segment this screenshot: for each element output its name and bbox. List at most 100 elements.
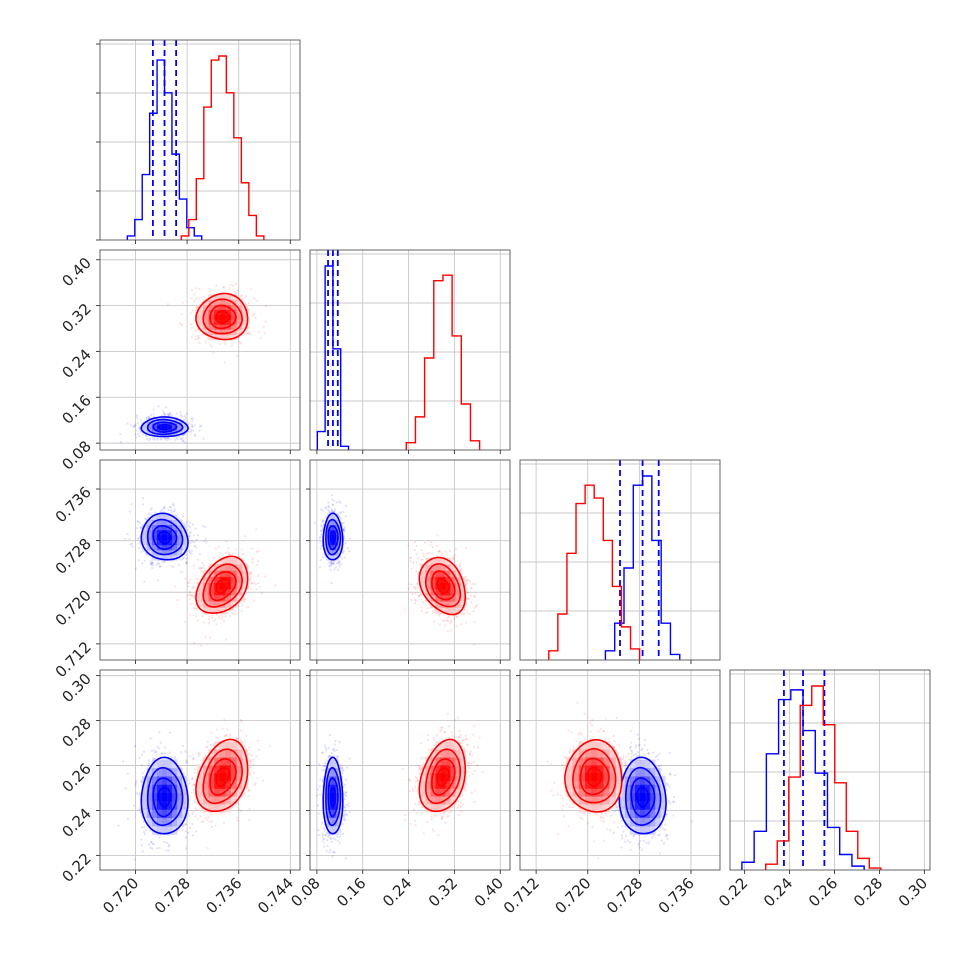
scatter-point: [342, 528, 346, 531]
scatter-point: [185, 412, 188, 415]
contours-series-0: [140, 512, 189, 561]
density-cell: [167, 550, 173, 556]
scatter-point: [222, 286, 226, 289]
scatter-point: [232, 608, 235, 611]
scatter-point: [153, 750, 157, 754]
density-cell: [151, 514, 158, 520]
density-cell: [425, 582, 431, 590]
scatter-point: [217, 545, 220, 549]
scatter-point: [184, 750, 187, 753]
scatter-point: [179, 322, 182, 325]
scatter-point: [157, 562, 161, 565]
density-cell: [450, 588, 456, 596]
scatter-point: [441, 551, 444, 555]
density-cell: [172, 421, 178, 425]
scatter-point: [184, 620, 187, 624]
scatter-point: [473, 595, 477, 598]
scatter-point: [430, 541, 433, 544]
scatter-point: [224, 615, 227, 618]
scatter-point: [126, 422, 129, 425]
scatter-point: [409, 556, 412, 559]
scatter-point: [140, 550, 143, 553]
density-cell: [219, 607, 226, 614]
scatter-point: [347, 549, 351, 553]
density-cell: [236, 304, 243, 310]
scatter-point: [155, 750, 158, 754]
density-cell: [450, 576, 456, 584]
density-cell: [236, 299, 243, 305]
scatter-point: [443, 618, 446, 622]
density-cell: [177, 550, 183, 556]
scatter-point: [144, 517, 148, 521]
scatter-point: [475, 605, 478, 608]
scatter-point: [192, 642, 196, 645]
density-cell: [214, 309, 221, 315]
scatter-point: [467, 579, 470, 582]
scatter-point: [319, 541, 322, 544]
scatter-point: [253, 297, 256, 300]
scatter-point: [460, 613, 463, 616]
panel-background: [100, 40, 300, 240]
scatter-point: [329, 561, 332, 564]
density-cell: [333, 539, 337, 546]
contour-level-1: [209, 571, 237, 602]
scatter-point: [337, 568, 340, 571]
scatter-point: [211, 616, 214, 619]
scatter-point: [224, 539, 228, 543]
scatter-point: [344, 515, 347, 518]
panel-content: [316, 250, 481, 450]
scatter-point: [420, 606, 423, 609]
scatter-point: [234, 548, 237, 551]
scatter-point: [168, 505, 172, 509]
scatter-point: [436, 534, 439, 537]
density-cell: [172, 426, 178, 429]
density-cell: [231, 294, 237, 300]
density-cell: [161, 545, 168, 551]
contour-level-0: [436, 577, 450, 594]
scatter-point: [463, 608, 467, 611]
scatter-point: [143, 832, 146, 836]
density-cell: [336, 545, 339, 551]
contour-level-2: [325, 518, 342, 556]
contour-level-2: [146, 518, 184, 556]
scatter-point: [346, 546, 349, 550]
scatter-point: [338, 511, 342, 515]
scatter-point: [172, 510, 176, 513]
scatter-point: [179, 411, 182, 414]
scatter-point: [342, 521, 345, 524]
scatter-point: [187, 524, 190, 527]
scatter-point: [133, 425, 136, 428]
density-cell: [435, 570, 441, 577]
density-cell: [182, 534, 188, 541]
scatter-point: [460, 623, 463, 626]
scatter-point: [191, 425, 194, 428]
density-cell: [156, 428, 163, 431]
scatter-point: [193, 299, 196, 302]
density-cell: [338, 550, 341, 556]
scatter-point: [212, 556, 215, 559]
density-cell: [231, 299, 237, 305]
scatter-point: [234, 283, 238, 286]
histogram-series-1: [548, 484, 641, 660]
density-cell: [161, 426, 168, 429]
density-cell: [172, 555, 178, 561]
scatter-point: [163, 507, 166, 510]
scatter-point: [327, 505, 330, 508]
scatter-point: [158, 836, 161, 839]
scatter-point: [186, 581, 189, 584]
scatter-point: [135, 792, 138, 795]
scatter-point: [447, 615, 450, 618]
density-cell: [172, 519, 178, 526]
scatter-point: [190, 297, 193, 300]
density-cell: [225, 564, 232, 571]
panel-content: [119, 283, 268, 444]
scatter-point: [173, 756, 176, 759]
scatter-point: [201, 615, 204, 618]
scatter-point: [229, 283, 232, 286]
scatter-point: [192, 534, 195, 537]
scatter-point: [169, 411, 172, 415]
scatter-point: [421, 601, 425, 604]
scatter-point: [151, 561, 154, 564]
scatter-point: [465, 578, 469, 582]
